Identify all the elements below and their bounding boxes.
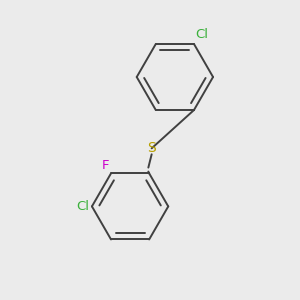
- Text: Cl: Cl: [196, 28, 208, 40]
- Text: S: S: [147, 141, 156, 155]
- Text: F: F: [102, 159, 110, 172]
- Text: Cl: Cl: [76, 200, 89, 213]
